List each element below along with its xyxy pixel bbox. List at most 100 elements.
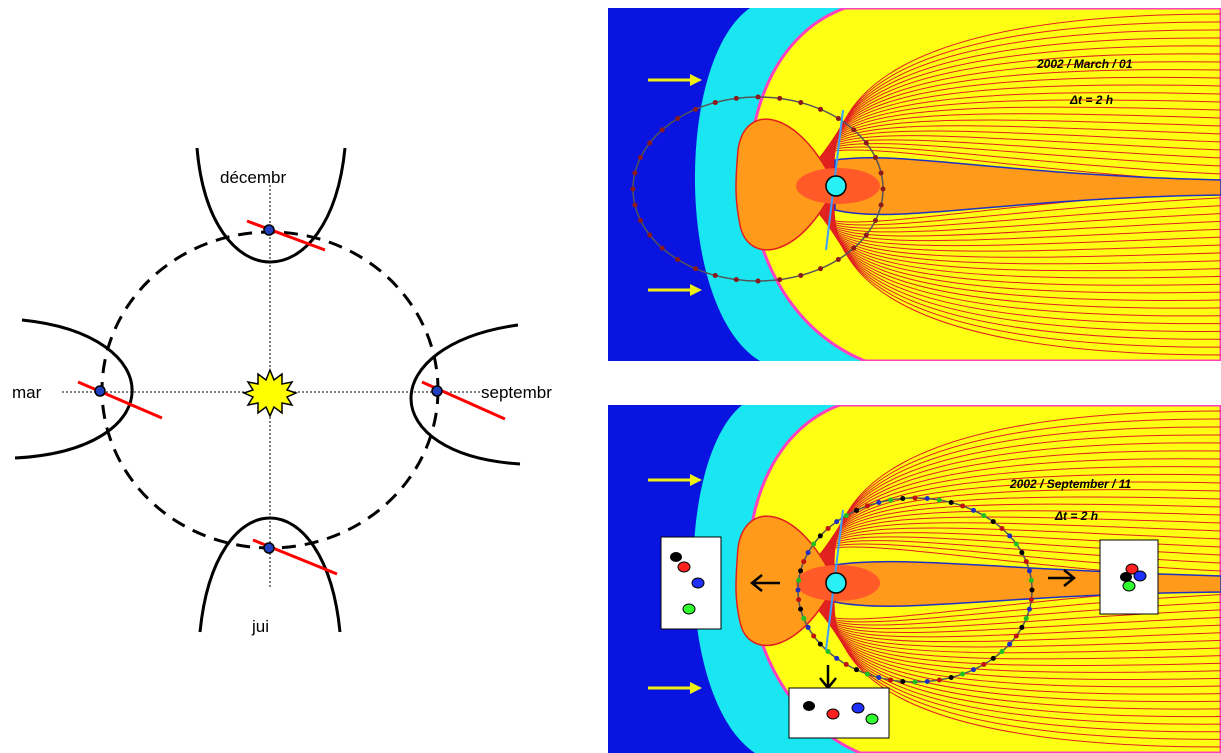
earth bbox=[825, 572, 847, 594]
june-earth bbox=[263, 542, 275, 554]
field-line bbox=[826, 185, 1221, 279]
direction-arrow-left bbox=[749, 574, 780, 592]
march-earth bbox=[94, 385, 106, 397]
field-line bbox=[833, 21, 1221, 187]
field-line bbox=[827, 185, 1221, 286]
field-line bbox=[830, 53, 1221, 187]
spacecraft-position bbox=[834, 519, 840, 525]
spacecraft-position bbox=[1023, 615, 1029, 621]
spacecraft-position bbox=[630, 186, 636, 192]
field-line bbox=[828, 473, 1221, 584]
spacecraft-position bbox=[796, 597, 802, 603]
field-line bbox=[826, 582, 1221, 673]
field-line bbox=[830, 185, 1221, 317]
field-line bbox=[822, 130, 1221, 187]
spacecraft-position bbox=[805, 624, 811, 630]
field-line bbox=[821, 582, 1221, 633]
spacecraft-position bbox=[825, 649, 831, 655]
spacecraft-position bbox=[924, 496, 930, 502]
label-june: jui bbox=[251, 617, 269, 636]
field-line bbox=[825, 106, 1221, 187]
spacecraft-configuration-box-left bbox=[660, 536, 722, 630]
june-magnetosphere-outline bbox=[198, 516, 342, 633]
field-line bbox=[829, 61, 1221, 187]
spacecraft-positions bbox=[795, 495, 1035, 685]
field-line bbox=[825, 503, 1221, 584]
spacecraft-position bbox=[1029, 587, 1035, 593]
field-line bbox=[831, 442, 1221, 584]
field-line bbox=[827, 481, 1221, 584]
field-line bbox=[823, 516, 1221, 584]
field-line bbox=[829, 466, 1221, 584]
spacecraft-position bbox=[878, 170, 884, 176]
spacecraft-position bbox=[878, 202, 884, 208]
spacecraft-position bbox=[755, 278, 761, 284]
spacecraft-position bbox=[876, 500, 882, 506]
spacecraft-position bbox=[912, 679, 918, 685]
spacecraft-position bbox=[960, 503, 966, 509]
field-line bbox=[823, 185, 1221, 247]
spacecraft-position bbox=[777, 277, 783, 283]
spacecraft-position bbox=[801, 615, 807, 621]
label-december: décembr bbox=[220, 168, 286, 187]
september-earth bbox=[431, 385, 443, 397]
spacecraft-position bbox=[835, 256, 841, 262]
spacecraft-position bbox=[1026, 568, 1032, 574]
field-line bbox=[824, 510, 1221, 584]
panel-date: 2002 / March / 01 bbox=[1036, 57, 1133, 71]
spacecraft-position bbox=[971, 507, 976, 513]
march-magnetosphere-outline bbox=[14, 318, 134, 460]
field-line bbox=[830, 450, 1221, 584]
spacecraft-position bbox=[798, 100, 804, 106]
field-line bbox=[822, 582, 1221, 638]
spacecraft-position bbox=[948, 674, 954, 680]
spacecraft-position bbox=[948, 500, 954, 506]
field-line bbox=[833, 418, 1221, 584]
spacecraft-position bbox=[999, 525, 1005, 531]
spacecraft-position bbox=[936, 497, 942, 503]
spacecraft-position bbox=[863, 140, 869, 146]
spacecraft-position bbox=[818, 266, 823, 272]
label-september: septembr bbox=[481, 383, 552, 402]
spacecraft-position bbox=[811, 541, 817, 547]
spacecraft-position bbox=[693, 266, 698, 272]
field-line bbox=[823, 119, 1221, 187]
spacecraft-position bbox=[960, 671, 966, 677]
field-line bbox=[833, 582, 1221, 740]
field-line bbox=[826, 582, 1221, 667]
spacecraft-position bbox=[900, 678, 906, 684]
spacecraft-position bbox=[990, 519, 996, 525]
spacecraft-position bbox=[818, 106, 823, 112]
december-earth-axis bbox=[246, 219, 326, 252]
spacecraft-position bbox=[936, 677, 942, 683]
solar-wind-arrow bbox=[648, 682, 702, 694]
spacecraft-position bbox=[1007, 641, 1013, 647]
spacecraft-position bbox=[1013, 541, 1019, 547]
spacecraft-position bbox=[990, 655, 996, 661]
march-earth-axis bbox=[77, 380, 163, 420]
solar-wind-arrow bbox=[648, 74, 702, 86]
field-line bbox=[827, 582, 1221, 680]
spacecraft-positions bbox=[630, 94, 886, 284]
field-line bbox=[826, 496, 1221, 584]
label-march: mar bbox=[12, 383, 42, 402]
spacecraft-position bbox=[1019, 624, 1025, 630]
september-magnetosphere-outline bbox=[409, 323, 521, 466]
field-line bbox=[825, 185, 1221, 265]
field-line bbox=[829, 458, 1221, 584]
field-line bbox=[829, 69, 1221, 187]
spacecraft-position bbox=[733, 277, 739, 283]
field-line bbox=[821, 185, 1221, 237]
orbit-diagram: décembr mar septembr jui bbox=[12, 147, 552, 636]
field-line bbox=[823, 582, 1221, 643]
spacecraft-position bbox=[675, 256, 681, 262]
spacecraft-configuration-box-right bbox=[1099, 539, 1159, 615]
spacecraft-position bbox=[795, 587, 801, 593]
spacecraft-position bbox=[834, 655, 840, 661]
field-line bbox=[831, 45, 1221, 187]
spacecraft-position bbox=[1013, 633, 1019, 639]
spacecraft-position bbox=[817, 641, 823, 647]
spacecraft-position bbox=[638, 217, 644, 223]
spacecraft-position bbox=[712, 272, 718, 278]
field-line bbox=[823, 185, 1221, 252]
